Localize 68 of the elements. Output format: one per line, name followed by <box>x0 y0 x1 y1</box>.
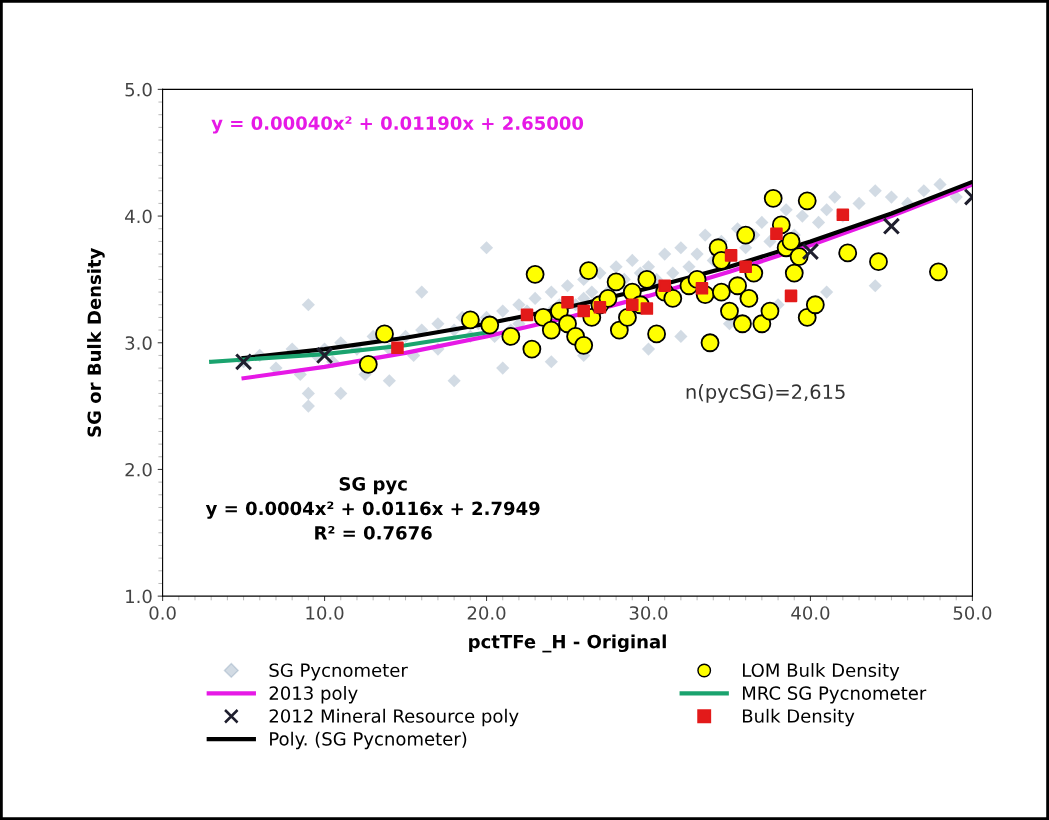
legend-label: MRC SG Pycnometer <box>743 686 927 704</box>
x-tick-label: 20.0 <box>467 606 506 620</box>
point <box>658 279 671 293</box>
legend-label: SG Pycnometer <box>269 663 408 681</box>
point <box>663 289 683 308</box>
y-tick-label: 4.0 <box>125 209 152 224</box>
x-tick-label: 10.0 <box>306 606 344 620</box>
y-axis-title: SG or Bulk Density <box>87 247 105 437</box>
point <box>805 295 825 315</box>
point <box>736 225 756 245</box>
x-tick-label: 50.0 <box>953 606 992 620</box>
annotation: SG pyc y = 0.0004x² + 0.0116x + 2.7949 R² = 0.7676 <box>205 477 540 540</box>
point <box>781 231 801 251</box>
point <box>801 242 820 261</box>
point <box>525 264 545 284</box>
point <box>763 188 783 208</box>
point <box>724 249 738 262</box>
point <box>739 260 752 274</box>
x-tick-label: 0.0 <box>149 606 176 620</box>
legend-label: LOM Bulk Density <box>743 663 900 681</box>
point <box>375 324 394 344</box>
legend-label: 2012 Mineral Resource poly <box>269 708 519 727</box>
point <box>574 335 594 355</box>
y-tick-label: 1.0 <box>126 589 152 604</box>
point <box>882 217 901 236</box>
point <box>626 298 639 312</box>
point <box>711 282 731 302</box>
point <box>315 346 334 365</box>
x-axis-title: pctTFe _H - Original <box>469 634 666 653</box>
point <box>460 310 480 330</box>
point <box>784 289 798 303</box>
point <box>797 191 817 211</box>
y-tick-label: 2.0 <box>125 462 152 477</box>
annotation: y = 0.00040x² + 0.01190x + 2.65000 <box>211 116 584 134</box>
point <box>784 263 804 283</box>
legend-label: Bulk Density <box>743 708 855 727</box>
point <box>541 320 561 340</box>
point <box>700 333 720 353</box>
point <box>391 341 404 355</box>
x-tick-label: 40.0 <box>791 606 830 620</box>
point <box>358 354 378 374</box>
point <box>579 261 598 280</box>
legend-label: Poly. (SG Pycnometer) <box>270 731 467 750</box>
point <box>739 289 759 308</box>
legend-label: 2013 poly <box>269 685 358 704</box>
point <box>869 252 888 272</box>
point <box>647 324 667 344</box>
point <box>577 304 590 318</box>
point <box>928 262 948 282</box>
point <box>770 227 783 241</box>
point <box>561 295 574 309</box>
point <box>720 301 739 321</box>
point <box>728 276 747 296</box>
point <box>606 272 626 292</box>
annotation: n(pycSG)=2,615 <box>686 384 845 403</box>
y-tick-label: 5.0 <box>125 82 152 97</box>
point <box>733 314 752 334</box>
point <box>838 243 858 263</box>
x-tick-label: 30.0 <box>629 606 668 620</box>
point <box>760 301 780 321</box>
point <box>522 339 542 359</box>
y-tick-label: 3.0 <box>125 336 152 350</box>
point <box>789 247 809 267</box>
point <box>501 327 521 346</box>
point <box>520 308 534 322</box>
point <box>480 315 500 335</box>
point <box>618 308 637 327</box>
point <box>637 270 657 289</box>
